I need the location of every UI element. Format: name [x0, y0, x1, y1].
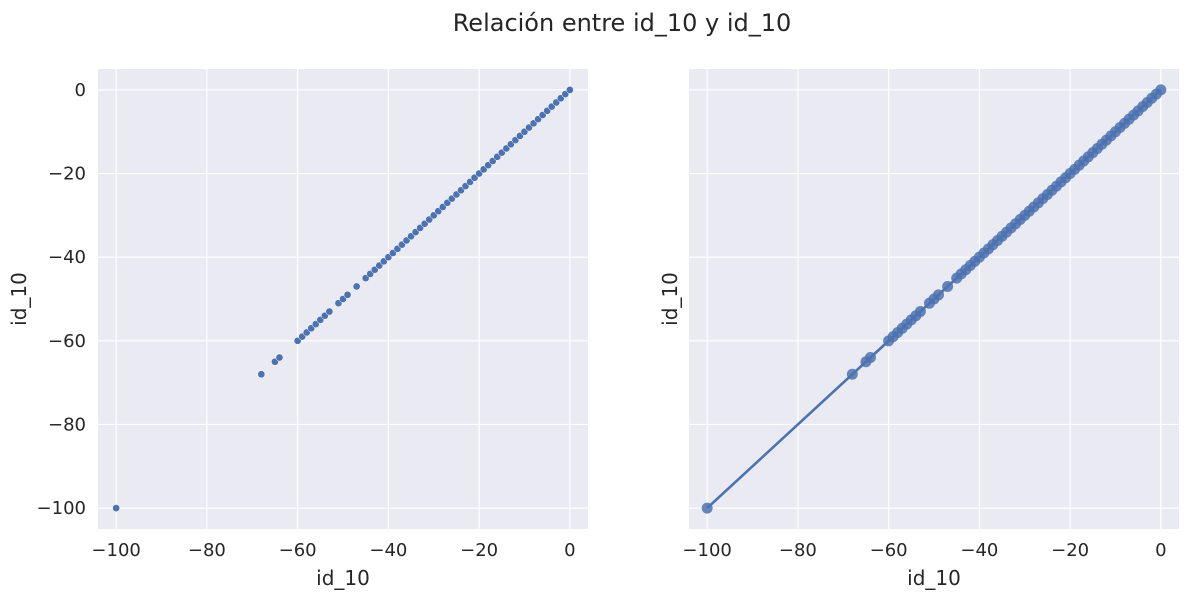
x-axis-label: id_10: [316, 566, 370, 590]
y-tick-label: −60: [48, 331, 86, 352]
y-tick-label: −40: [48, 247, 86, 268]
data-point: [112, 504, 120, 512]
y-tick-label: 0: [75, 80, 86, 101]
data-point: [566, 86, 574, 94]
x-tick-label: −40: [369, 540, 407, 561]
y-tick-label: −20: [48, 164, 86, 185]
data-point: [701, 502, 713, 514]
x-tick-label: 0: [564, 540, 575, 561]
x-tick-label: −40: [960, 540, 998, 561]
x-tick-label: −60: [279, 540, 317, 561]
y-axis-label: id_10: [7, 272, 31, 326]
chart-1: −100 −80 −60 −40 −20 0−100−80−60−40−200id_10i…: [7, 69, 588, 590]
x-tick-label: −20: [460, 540, 498, 561]
data-point: [914, 306, 926, 318]
x-tick-label: −100: [682, 540, 731, 561]
x-axis-label: id_10: [907, 566, 961, 590]
chart-2: −100 −80 −60 −40 −20 0 id_10 id_10: [658, 69, 1179, 590]
data-point: [942, 280, 954, 292]
x-tick-label: −60: [870, 540, 908, 561]
x-tick-label: −20: [1051, 540, 1089, 561]
data-point: [933, 289, 945, 301]
plots-layer: −100 −80 −60 −40 −20 0−100−80−60−40−200id_10i…: [7, 69, 1179, 590]
x-tick-label: −80: [188, 540, 226, 561]
x-tick-label: −80: [779, 540, 817, 561]
data-point: [1155, 84, 1167, 96]
y-tick-label: −100: [37, 498, 86, 519]
data-point: [257, 370, 266, 379]
data-point: [846, 368, 858, 380]
data-point: [275, 353, 284, 362]
y-tick-label: −80: [48, 414, 86, 435]
data-point: [325, 307, 334, 316]
y-axis-label: id_10: [658, 272, 682, 326]
data-point: [343, 290, 352, 299]
data-point: [352, 282, 361, 291]
data-point: [864, 352, 876, 364]
x-tick-label: 0: [1155, 540, 1166, 561]
x-tick-label: −100: [91, 540, 140, 561]
figure-title: Relación entre id_10 y id_10: [453, 9, 792, 37]
